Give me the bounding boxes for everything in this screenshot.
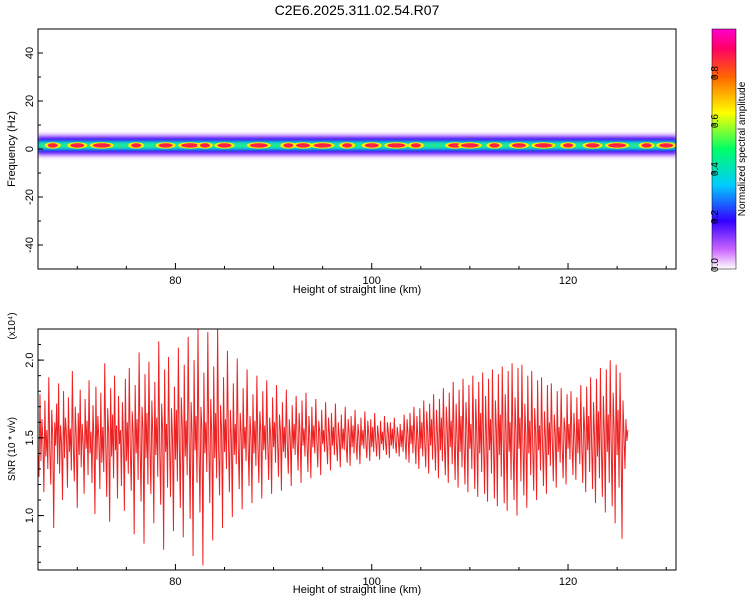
snr-y-label: SNR (10 * v/v) <box>7 417 18 481</box>
spectrogram-peak <box>659 143 674 148</box>
spectrogram-peak <box>70 143 85 148</box>
colorbar-label: Normalized spectral amplitude <box>737 81 748 216</box>
spectrogram-peak <box>489 143 500 148</box>
colorbar-gradient <box>711 28 737 270</box>
spectrogram-peak <box>460 143 479 148</box>
spectrogram-x-axis: 80 100 120 <box>76 263 667 287</box>
snr-x-tick-label: 80 <box>169 576 181 588</box>
snr-y-axis: 1.0 1.5 2.0 <box>24 344 44 563</box>
spectrogram-x-tick-label: 80 <box>169 275 181 287</box>
spectrogram-peak <box>313 143 332 148</box>
colorbar-tick-label: 0.6 <box>710 114 721 128</box>
spectrogram-peak <box>217 143 232 148</box>
spectrogram-peak <box>199 143 210 148</box>
spectrogram-peak <box>585 143 600 148</box>
spectrogram-x-tick-label: 100 <box>363 275 381 287</box>
snr-series-line <box>38 329 629 566</box>
spectrogram-band <box>38 133 676 158</box>
snr-panel: 1.0 1.5 2.0 80 100 120 Height of straight li… <box>7 312 677 596</box>
colorbar-ticks: 0.0 0.2 0.4 0.6 0.8 <box>710 66 721 272</box>
spectrogram-y-tick-label: -40 <box>24 237 36 253</box>
snr-x-tick-label: 100 <box>363 576 381 588</box>
snr-y-tick-label: 2.0 <box>24 352 36 367</box>
colorbar-tick-label: 0.2 <box>710 210 721 224</box>
snr-frame <box>37 328 677 571</box>
spectrogram-x-label: Height of straight line (km) <box>293 284 421 296</box>
spectrogram-peak <box>131 143 142 148</box>
snr-y-tick-label: 1.0 <box>24 508 36 523</box>
spectrogram-peak <box>296 143 311 148</box>
spectrogram-peak <box>283 143 294 148</box>
spectrogram-y-tick-label: 20 <box>24 95 36 107</box>
spectrogram-peak <box>387 143 406 148</box>
spectrogram-peak <box>641 143 652 148</box>
spectrogram-y-tick-label: -20 <box>24 189 36 205</box>
spectrogram-band-layer <box>38 142 676 149</box>
colorbar-tick-label: 0.8 <box>710 66 721 80</box>
spectrogram-panel: 40 20 0 -20 -40 80 100 120 Height of straight … <box>6 28 677 296</box>
spectrogram-x-tick-label: 120 <box>559 275 577 287</box>
spectrogram-peak <box>608 143 627 148</box>
colorbar-tick-label: 0.4 <box>710 162 721 176</box>
colorbar-tick-label: 0.0 <box>710 258 721 272</box>
spectrogram-y-axis: 40 20 0 -20 -40 <box>24 28 43 270</box>
snr-x-label: Height of straight line (km) <box>293 584 421 596</box>
colorbar: 0.0 0.2 0.4 0.6 0.8 Normalized spectral ampl… <box>710 28 748 272</box>
spectrogram-y-label: Frequency (Hz) <box>6 111 18 187</box>
snr-x-tick-label: 120 <box>559 576 577 588</box>
spectrogram-y-tick-label: 0 <box>24 146 36 152</box>
spectrogram-peak <box>249 143 268 148</box>
snr-x-axis: 80 100 120 <box>76 564 667 588</box>
spectrogram-peak <box>563 143 574 148</box>
snr-y-multiplier: (x10⁴) <box>7 312 18 339</box>
spectrogram-peak <box>364 143 379 148</box>
spectrogram-peak <box>342 143 353 148</box>
spectrogram-peak <box>511 143 526 148</box>
spectrogram-peak <box>158 143 173 148</box>
chart-title: C2E6.2025.311.02.54.R07 <box>275 2 440 18</box>
spectrogram-peak <box>47 143 58 148</box>
spectrogram-peak <box>410 143 421 148</box>
spectrogram-peak <box>181 143 200 148</box>
spectrogram-peak <box>92 143 111 148</box>
spectrogram-peak <box>534 143 553 148</box>
snr-y-tick-label: 1.5 <box>24 430 36 445</box>
spectrogram-y-tick-label: 40 <box>24 47 36 59</box>
